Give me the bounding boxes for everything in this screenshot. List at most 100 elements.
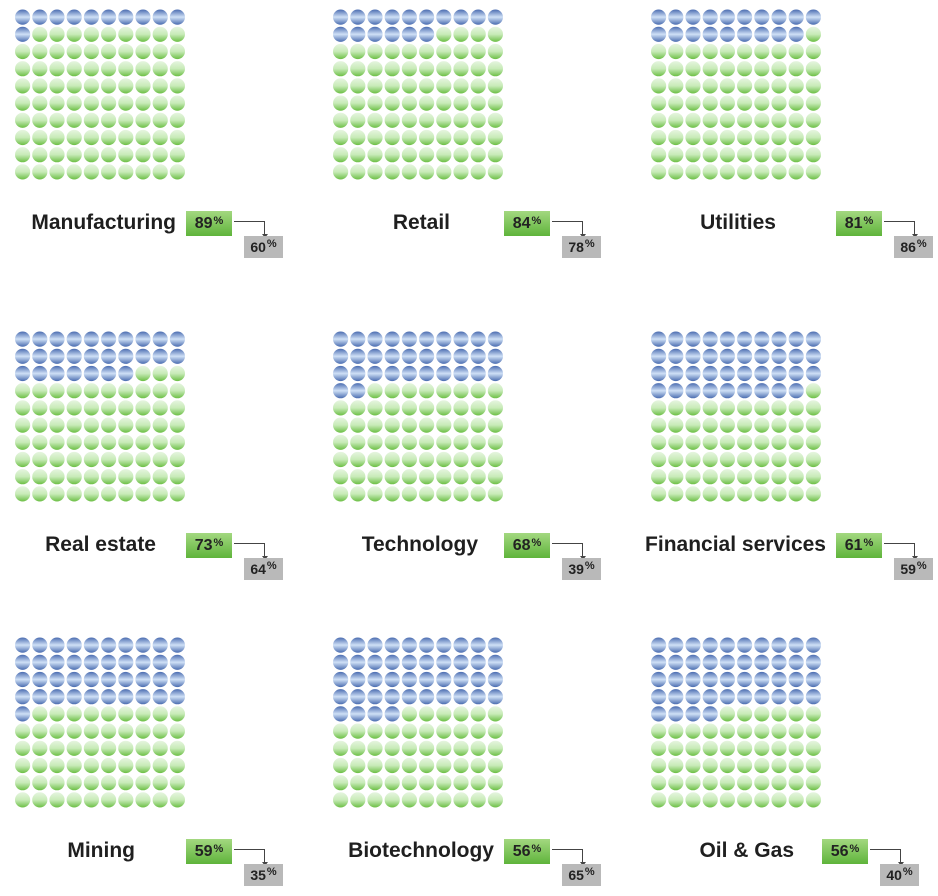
waffle-dot bbox=[169, 78, 185, 94]
waffle-dot bbox=[152, 706, 168, 722]
waffle-dot bbox=[668, 434, 684, 450]
waffle-dot bbox=[169, 740, 185, 756]
percent-symbol: % bbox=[213, 214, 224, 227]
waffle-dot-highlighted bbox=[453, 365, 469, 382]
waffle-dot bbox=[384, 469, 400, 485]
waffle-dot bbox=[651, 469, 667, 485]
waffle-dot bbox=[754, 757, 770, 774]
waffle-dot bbox=[101, 792, 117, 808]
waffle-dot bbox=[49, 706, 65, 722]
waffle-dot-highlighted bbox=[419, 9, 435, 25]
waffle-dot bbox=[719, 757, 735, 774]
waffle-dot bbox=[135, 417, 151, 433]
waffle-dot-highlighted bbox=[384, 637, 400, 653]
waffle-dot bbox=[436, 451, 452, 468]
waffle-dot bbox=[651, 757, 667, 774]
waffle-dot-highlighted bbox=[771, 671, 787, 688]
connector-arrow bbox=[884, 221, 918, 238]
waffle-dot bbox=[805, 95, 821, 111]
waffle-dot bbox=[754, 78, 770, 94]
waffle-dot-highlighted bbox=[487, 9, 503, 25]
waffle-dot-highlighted bbox=[788, 365, 804, 382]
waffle-dot-highlighted bbox=[470, 9, 486, 25]
waffle-dot bbox=[384, 147, 400, 163]
waffle-dot bbox=[805, 792, 821, 808]
waffle-dot-highlighted bbox=[453, 654, 469, 670]
waffle-dot bbox=[118, 147, 134, 163]
waffle-dot bbox=[15, 740, 31, 756]
waffle-dot bbox=[651, 775, 667, 791]
waffle-dot bbox=[788, 451, 804, 468]
waffle-dot-highlighted bbox=[453, 671, 469, 688]
secondary-percent-badge: 64% bbox=[244, 558, 283, 580]
secondary-percent-badge: 78% bbox=[562, 236, 601, 258]
waffle-dot-highlighted bbox=[668, 9, 684, 25]
waffle-dot bbox=[470, 775, 486, 791]
waffle-dot bbox=[32, 112, 48, 128]
waffle-dot bbox=[436, 129, 452, 146]
waffle-dot bbox=[333, 129, 349, 146]
waffle-dot bbox=[685, 95, 701, 111]
waffle-dot-highlighted bbox=[788, 654, 804, 670]
waffle-dot-highlighted bbox=[169, 348, 185, 364]
waffle-dot bbox=[401, 451, 417, 468]
waffle-dot-highlighted bbox=[15, 9, 31, 25]
connector-arrow bbox=[552, 221, 586, 238]
waffle-dot-highlighted bbox=[118, 671, 134, 688]
waffle-dot bbox=[401, 417, 417, 433]
waffle-dot-highlighted bbox=[754, 671, 770, 688]
waffle-dot-highlighted bbox=[487, 637, 503, 653]
waffle-dot bbox=[470, 434, 486, 450]
waffle-dot bbox=[702, 723, 718, 739]
waffle-dot bbox=[32, 792, 48, 808]
waffle-dot bbox=[754, 451, 770, 468]
waffle-dot bbox=[101, 78, 117, 94]
waffle-dot bbox=[754, 43, 770, 60]
waffle-dot-highlighted bbox=[333, 26, 349, 42]
waffle-dot bbox=[419, 434, 435, 450]
waffle-dot bbox=[668, 757, 684, 774]
waffle-dot bbox=[101, 434, 117, 450]
waffle-dot-highlighted bbox=[719, 9, 735, 25]
waffle-dot-highlighted bbox=[805, 365, 821, 382]
waffle-dot bbox=[419, 723, 435, 739]
waffle-dot bbox=[367, 61, 383, 77]
waffle-dot bbox=[333, 740, 349, 756]
waffle-dot bbox=[470, 723, 486, 739]
waffle-dot bbox=[788, 95, 804, 111]
waffle-dot-highlighted bbox=[771, 383, 787, 399]
waffle-dot bbox=[49, 434, 65, 450]
waffle-dot bbox=[401, 129, 417, 146]
primary-percent-value: 61 bbox=[844, 536, 863, 554]
waffle-dot-highlighted bbox=[152, 689, 168, 705]
waffle-dot-highlighted bbox=[333, 365, 349, 382]
waffle-dot-highlighted bbox=[805, 671, 821, 688]
waffle-dot-highlighted bbox=[333, 689, 349, 705]
waffle-dot-highlighted bbox=[49, 637, 65, 653]
waffle-dot-highlighted bbox=[651, 383, 667, 399]
waffle-dot bbox=[169, 451, 185, 468]
primary-percent-value: 56 bbox=[830, 842, 849, 860]
waffle-dot bbox=[101, 95, 117, 111]
waffle-dot bbox=[401, 723, 417, 739]
waffle-dot bbox=[470, 61, 486, 77]
waffle-dot bbox=[719, 61, 735, 77]
waffle-dot-highlighted bbox=[702, 637, 718, 653]
percent-symbol: % bbox=[916, 238, 927, 250]
waffle-dot bbox=[118, 469, 134, 485]
percent-symbol: % bbox=[916, 560, 927, 572]
waffle-dot-highlighted bbox=[719, 689, 735, 705]
waffle-dot bbox=[152, 26, 168, 42]
waffle-dot bbox=[350, 792, 366, 808]
waffle-dot bbox=[49, 451, 65, 468]
waffle-dot bbox=[487, 147, 503, 163]
waffle-dot bbox=[702, 129, 718, 146]
waffle-dot bbox=[83, 469, 99, 485]
waffle-dot-highlighted bbox=[15, 654, 31, 670]
connector-arrow bbox=[552, 543, 586, 560]
waffle-dot bbox=[49, 775, 65, 791]
waffle-dot-highlighted bbox=[702, 331, 718, 347]
waffle-dot bbox=[737, 723, 753, 739]
waffle-dot bbox=[401, 400, 417, 416]
waffle-dot bbox=[32, 451, 48, 468]
